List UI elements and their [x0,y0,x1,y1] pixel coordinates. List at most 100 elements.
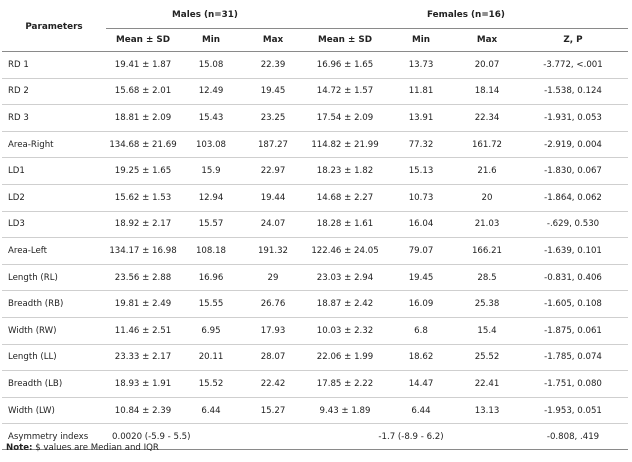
cell: 18.87 ± 2.42 [304,290,386,318]
cell: 19.44 [242,184,304,212]
cell: 122.46 ± 24.05 [304,237,386,265]
cell: 6.44 [386,397,456,425]
note-label: Note: [6,443,33,453]
cell: 15.68 ± 2.01 [106,78,180,106]
row-param: Area-Right [2,131,106,159]
col-female-mean: Mean ± SD [304,28,386,52]
table-row: Length (LL) 23.33 ± 2.17 20.11 28.07 22.06 ±… [2,344,628,372]
cell: 15.4 [456,317,518,345]
cell: -1.830, 0.067 [518,157,628,185]
row-param: LD2 [2,184,106,212]
cell: 161.72 [456,131,518,159]
cell: 21.03 [456,211,518,239]
asymmetry-females: -1.7 (-8.9 - 6.2) [304,423,518,451]
cell: -1.953, 0.051 [518,397,628,425]
cell: -1.875, 0.061 [518,317,628,345]
cell: 23.03 ± 2.94 [304,264,386,292]
cell: 24.07 [242,211,304,239]
cell: 103.08 [180,131,242,159]
cell: 79.07 [386,237,456,265]
table-row: LD3 18.92 ± 2.17 15.57 24.07 18.28 ± 1.61 16.… [2,211,628,239]
row-param: RD 2 [2,78,106,106]
cell: 15.55 [180,290,242,318]
cell: 12.94 [180,184,242,212]
cell: -1.864, 0.062 [518,184,628,212]
row-param: RD 3 [2,104,106,132]
table-row: RD 2 15.68 ± 2.01 12.49 19.45 14.72 ± 1.57 11… [2,78,628,106]
cell: 134.17 ± 16.98 [106,237,180,265]
cell: 28.07 [242,344,304,372]
cell: 22.42 [242,370,304,398]
asymmetry-males: 0.0020 (-5.9 - 5.5) [106,423,304,451]
cell: 18.92 ± 2.17 [106,211,180,239]
cell: 15.13 [386,157,456,185]
cell: 134.68 ± 21.69 [106,131,180,159]
cell: 18.62 [386,344,456,372]
cell: -2.919, 0.004 [518,131,628,159]
cell: 18.23 ± 1.82 [304,157,386,185]
col-female-max: Max [456,28,518,52]
cell: 22.06 ± 1.99 [304,344,386,372]
header-parameters: Parameters [2,2,106,52]
table-row: RD 1 19.41 ± 1.87 15.08 22.39 16.96 ± 1.65 13… [2,51,628,79]
cell: 16.09 [386,290,456,318]
row-param: LD3 [2,211,106,239]
table-row: Width (RW) 11.46 ± 2.51 6.95 17.93 10.03 ± 2… [2,317,628,345]
cell: 23.56 ± 2.88 [106,264,180,292]
row-param: Length (RL) [2,264,106,292]
cell: 15.57 [180,211,242,239]
cell: 12.49 [180,78,242,106]
cell: 29 [242,264,304,292]
cell: 187.27 [242,131,304,159]
cell: 22.39 [242,51,304,79]
cell: 19.45 [386,264,456,292]
cell: -1.751, 0.080 [518,370,628,398]
row-param: LD1 [2,157,106,185]
cell: 13.73 [386,51,456,79]
cell: 14.68 ± 2.27 [304,184,386,212]
row-param: Length (LL) [2,344,106,372]
table-row: Width (LW) 10.84 ± 2.39 6.44 15.27 9.43 ± 1.… [2,397,628,425]
row-param: Area-Left [2,237,106,265]
cell: 15.52 [180,370,242,398]
cell: 20.11 [180,344,242,372]
cell: 77.32 [386,131,456,159]
cell: 25.52 [456,344,518,372]
cell: 18.28 ± 1.61 [304,211,386,239]
cell: 11.81 [386,78,456,106]
cell: 6.8 [386,317,456,345]
cell: 18.93 ± 1.91 [106,370,180,398]
cell: 9.43 ± 1.89 [304,397,386,425]
cell: 18.14 [456,78,518,106]
row-param: Breadth (RB) [2,290,106,318]
cell: 19.81 ± 2.49 [106,290,180,318]
cell: 19.41 ± 1.87 [106,51,180,79]
cell: 13.91 [386,104,456,132]
col-male-mean: Mean ± SD [106,28,180,52]
cell: 15.9 [180,157,242,185]
row-param: RD 1 [2,51,106,79]
cell: 191.32 [242,237,304,265]
cell: 25.38 [456,290,518,318]
asymmetry-zp: -0.808, .419 [518,423,628,451]
table-row: LD1 19.25 ± 1.65 15.9 22.97 18.23 ± 1.82 15.1… [2,157,628,185]
table-row: Breadth (RB) 19.81 ± 2.49 15.55 26.76 18.87 … [2,290,628,318]
cell: -0.831, 0.406 [518,264,628,292]
cell: 15.43 [180,104,242,132]
col-male-min: Min [180,28,242,52]
results-table: Parameters Males (n=31) Females (n=16) M… [2,2,628,451]
cell: 26.76 [242,290,304,318]
cell: 22.34 [456,104,518,132]
cell: -.629, 0.530 [518,211,628,239]
table-row: Breadth (LB) 18.93 ± 1.91 15.52 22.42 17.85 … [2,370,628,398]
cell: 13.13 [456,397,518,425]
cell: 10.03 ± 2.32 [304,317,386,345]
header-females: Females (n=16) [304,2,628,29]
cell: 23.25 [242,104,304,132]
cell: 10.73 [386,184,456,212]
cell: 23.33 ± 2.17 [106,344,180,372]
col-zp: Z, P [518,28,628,52]
col-male-max: Max [242,28,304,52]
cell: -1.931, 0.053 [518,104,628,132]
table-row: LD2 15.62 ± 1.53 12.94 19.44 14.68 ± 2.27 10.… [2,184,628,212]
